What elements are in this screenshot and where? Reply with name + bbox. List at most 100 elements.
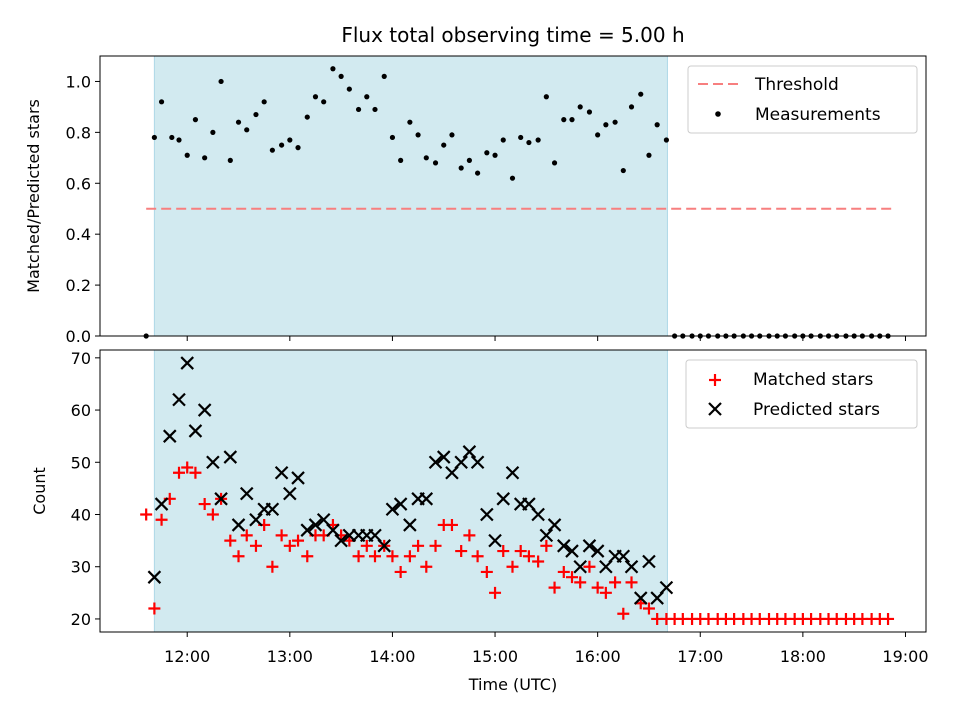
measurement-point (415, 132, 421, 138)
matched-star-point (386, 550, 399, 563)
predicted-star-point (239, 486, 254, 501)
matched-star-point (240, 529, 253, 542)
predicted-star-point (565, 544, 579, 558)
predicted-star-point (557, 539, 571, 553)
legend-measurements-label: Measurements (755, 105, 881, 125)
measurement-point (227, 157, 233, 163)
measurement-point (330, 66, 336, 72)
legend-measurements-swatch (715, 111, 721, 117)
x-tick-label: 13:00 (267, 647, 313, 666)
measurement-point (287, 137, 293, 143)
predicted-star-point (659, 580, 674, 595)
measurement-point (628, 104, 635, 110)
predicted-star-point (180, 356, 194, 370)
predicted-star-point (334, 533, 348, 548)
matched-star-point (489, 586, 502, 599)
bottom-y-tick-label: 30 (71, 558, 91, 577)
matched-star-point (471, 550, 484, 563)
predicted-star-point (590, 544, 605, 558)
predicted-star-point (147, 570, 162, 584)
predicted-star-point (616, 549, 631, 564)
predicted-star-point (308, 518, 323, 532)
measurement-point (638, 91, 644, 97)
top-y-ticks: 0.0 0.2 0.4 0.6 0.8 1.0 (66, 72, 100, 346)
chart-title: Flux total observing time = 5.00 h (341, 23, 684, 47)
matched-star-point (480, 565, 493, 578)
bottom-panel: 20 30 40 50 60 70 12:00 13:00 14:00 15:00 16:00 17… (30, 349, 929, 694)
measurement-point (612, 119, 618, 125)
bottom-x-ticks: 12:00 13:00 14:00 15:00 16:00 17:00 18:00 19:00 (164, 632, 929, 666)
legend-predicted-label: Predicted stars (753, 400, 880, 420)
predicted-star-point (393, 497, 408, 511)
predicted-star-point (419, 492, 434, 506)
x-axis-label: Time (UTC) (468, 675, 557, 694)
measurement-point (500, 137, 506, 143)
predicted-star-point (154, 497, 169, 511)
measurement-point (535, 137, 541, 143)
matched-star-point (609, 576, 622, 589)
predicted-star-point (223, 450, 238, 464)
measurement-point (432, 160, 439, 166)
bottom-y-tick-label: 60 (71, 401, 91, 420)
measurement-point (304, 114, 310, 120)
measurement-point (398, 157, 404, 163)
predicted-star-point (377, 539, 392, 553)
top-y-tick-label: 0.8 (66, 123, 91, 142)
matched-star-point (429, 539, 442, 552)
top-y-tick-label: 0.6 (66, 174, 91, 193)
predicted-star-point (531, 507, 545, 522)
x-tick-label: 19:00 (882, 647, 928, 666)
measurement-point (210, 129, 216, 135)
top-y-tick-label: 1.0 (66, 72, 91, 91)
matched-star-point (224, 534, 237, 547)
measurement-point (518, 134, 524, 141)
predicted-star-point (436, 450, 451, 464)
top-shaded-span (153, 55, 668, 337)
predicted-star-point (172, 392, 186, 407)
predicted-star-point (582, 539, 597, 553)
x-tick-label: 12:00 (164, 647, 210, 666)
measurement-point (169, 134, 175, 141)
matched-star-point (352, 550, 365, 563)
predicted-star-point (291, 471, 305, 485)
predicted-star-point (326, 523, 340, 537)
measurement-point (355, 106, 362, 113)
measurement-point (269, 147, 275, 153)
measurement-point (364, 94, 370, 100)
matched-star-point (189, 466, 202, 479)
predicted-star-point (547, 518, 562, 532)
predicted-star-point (197, 403, 212, 417)
measurement-point (295, 145, 301, 151)
matched-star-point (566, 571, 578, 584)
measurement-point (561, 117, 567, 123)
measurement-point (441, 142, 447, 148)
matched-star-point (412, 539, 425, 552)
x-tick-label: 18:00 (780, 647, 826, 666)
measurement-point (466, 157, 472, 163)
measurement-point (253, 111, 259, 118)
predicted-stars-series (147, 356, 674, 605)
matched-star-point (882, 612, 895, 625)
matched-star-point (463, 529, 476, 542)
bottom-y-tick-label: 70 (71, 349, 91, 368)
matched-star-point (140, 508, 153, 521)
matched-star-point (148, 602, 161, 615)
measurement-point (449, 132, 455, 138)
measurement-point (577, 104, 583, 110)
matched-star-point (155, 513, 168, 526)
measurement-point (151, 134, 157, 141)
predicted-star-point (488, 533, 502, 548)
measurement-point (158, 99, 165, 105)
top-axes-frame (99, 55, 927, 337)
matched-star-point (232, 550, 245, 563)
matched-star-point (173, 466, 186, 479)
measurement-point (312, 94, 319, 100)
matched-star-point (445, 518, 458, 531)
predicted-star-point (188, 424, 203, 438)
matched-star-point (403, 550, 416, 563)
measurement-point (509, 175, 516, 181)
measurement-point (389, 134, 396, 141)
bottom-axes-frame (99, 349, 927, 633)
predicted-star-point (454, 455, 468, 470)
matched-star-point (249, 539, 262, 552)
